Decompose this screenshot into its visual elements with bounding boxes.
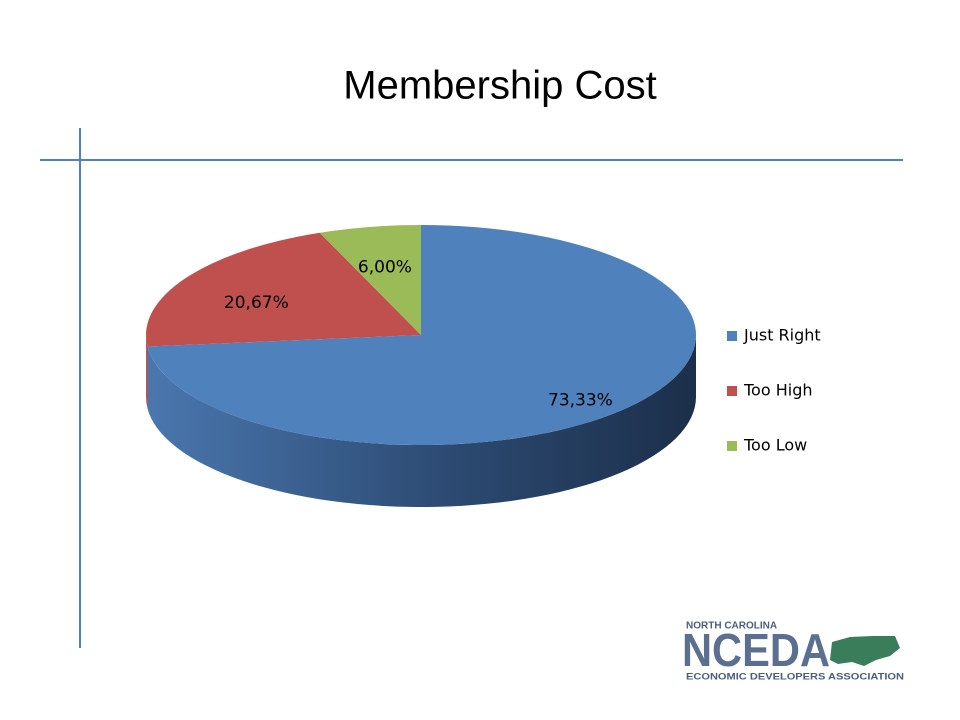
legend-swatch	[727, 331, 737, 341]
slice-side	[145, 335, 148, 409]
legend-swatch	[727, 386, 737, 396]
slice	[145, 232, 421, 347]
legend-label: Just Right	[743, 326, 821, 345]
data-label: 73,33%	[548, 390, 613, 410]
logo-state	[830, 636, 900, 666]
data-label: 6,00%	[358, 257, 412, 277]
slice	[319, 225, 421, 335]
legend-swatch	[727, 441, 737, 451]
legend-label: Too Low	[743, 436, 807, 455]
data-label: 20,67%	[224, 293, 289, 313]
slice	[147, 225, 696, 445]
logo-bottom: ECONOMIC DEVELOPERS ASSOCIATION	[686, 672, 904, 683]
logo-top: NORTH CAROLINA	[686, 621, 777, 632]
slice-side	[147, 335, 697, 508]
legend-label: Too High	[743, 381, 813, 400]
logo-name: NCEDA	[682, 624, 830, 676]
logo: NORTH CAROLINA NCEDA ECONOMIC DEVELOPERS…	[682, 621, 904, 683]
chart-title: Membership Cost	[343, 64, 656, 108]
